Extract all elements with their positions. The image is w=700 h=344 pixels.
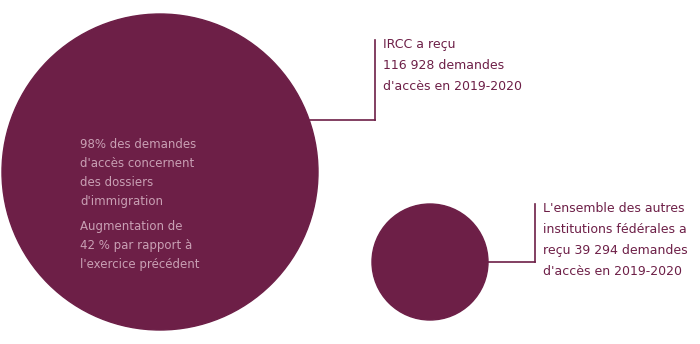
- Text: L'ensemble des autres
institutions fédérales a
reçu 39 294 demandes
d'accès en 2: L'ensemble des autres institutions fédér…: [543, 202, 687, 278]
- Text: 98% des demandes
d'accès concernent
des dossiers
d'immigration: 98% des demandes d'accès concernent des …: [80, 138, 196, 208]
- Circle shape: [2, 14, 318, 330]
- Text: IRCC a reçu
116 928 demandes
d'accès en 2019-2020: IRCC a reçu 116 928 demandes d'accès en …: [383, 38, 522, 93]
- Circle shape: [372, 204, 488, 320]
- Text: Augmentation de
42 % par rapport à
l'exercice précédent: Augmentation de 42 % par rapport à l'exe…: [80, 220, 200, 271]
